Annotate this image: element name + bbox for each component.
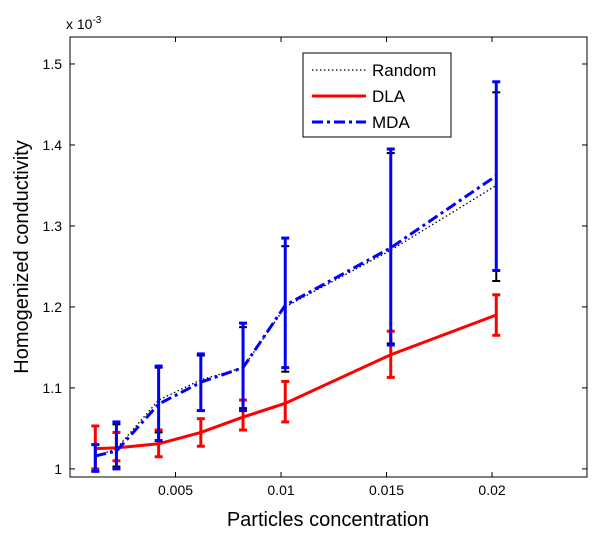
x-tick-label: 0.01 — [267, 482, 294, 498]
x-tick-label: 0.005 — [158, 482, 193, 498]
y-tick-label: 1.2 — [43, 299, 63, 315]
legend-label: Random — [372, 61, 436, 80]
series-layer — [91, 80, 501, 473]
legend-label: DLA — [372, 87, 406, 106]
series-line — [95, 184, 497, 458]
series-line — [94, 174, 498, 458]
y-tick-label: 1 — [54, 461, 62, 477]
legend-items: Random DLA MDA — [312, 61, 436, 132]
y-tick-label: 1.5 — [43, 56, 63, 72]
y-axis-title: Homogenized conductivity — [11, 140, 33, 373]
series-mda — [91, 80, 501, 473]
axis-ticks: 0.005 0.01 0.015 0.02 1 1.1 1.2 1.3 1.4 1.5 — [43, 37, 587, 498]
x-tick-label: 0.015 — [369, 482, 404, 498]
y-tick-label: 1.1 — [43, 380, 63, 396]
x-axis-title: Particles concentration — [227, 509, 429, 531]
series-line — [95, 313, 497, 451]
y-tick-label: 1.3 — [43, 218, 63, 234]
legend: Random DLA MDA — [302, 52, 452, 138]
y-tick-label: 1.4 — [43, 137, 63, 153]
legend-label: MDA — [372, 113, 410, 132]
exponent-label: x 10-3 — [66, 15, 102, 32]
x-tick-label: 0.02 — [478, 482, 505, 498]
